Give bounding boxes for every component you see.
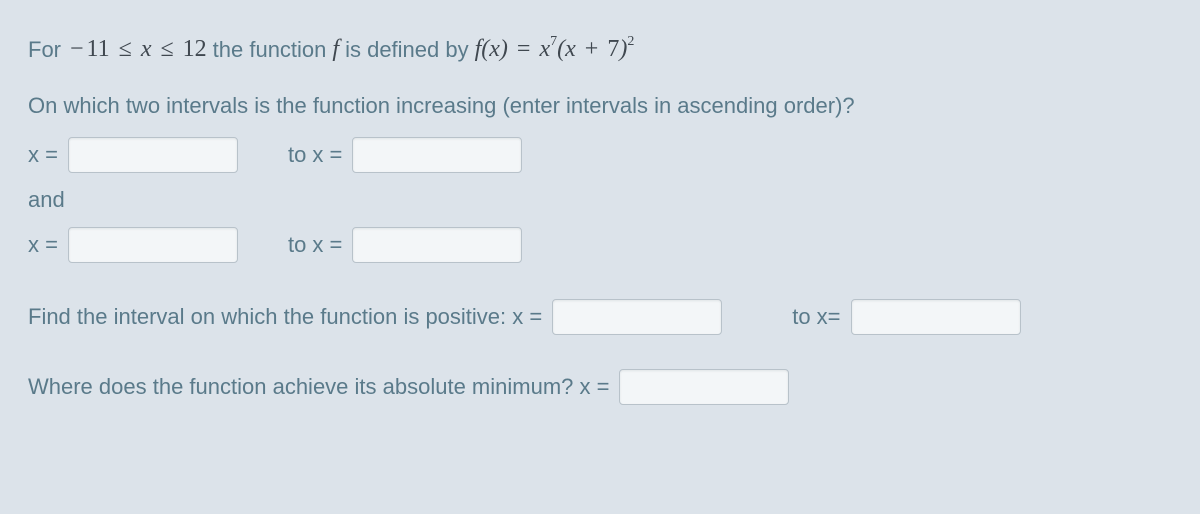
math-range: −11 ≤ x ≤ 12 bbox=[67, 36, 207, 63]
q3-text: Find the interval on which the function … bbox=[28, 304, 542, 330]
q2-text: On which two intervals is the function i… bbox=[28, 93, 855, 119]
definition-line: For −11 ≤ x ≤ 12 the function f is defin… bbox=[28, 36, 1172, 63]
label-to-x-eq-1: to x = bbox=[288, 142, 342, 168]
input-interval1-to[interactable] bbox=[352, 137, 522, 173]
math-f: f bbox=[332, 36, 339, 63]
q4-row: Where does the function achieve its abso… bbox=[28, 369, 1172, 405]
label-x-eq-2a: x = bbox=[28, 232, 58, 258]
exponent-7: 7 bbox=[550, 34, 557, 49]
input-interval1-from[interactable] bbox=[68, 137, 238, 173]
label-and: and bbox=[28, 187, 1172, 213]
interval-1-row: x = to x = bbox=[28, 137, 1172, 173]
label-x-eq-1a: x = bbox=[28, 142, 58, 168]
input-interval2-from[interactable] bbox=[68, 227, 238, 263]
text-mid: the function bbox=[213, 37, 327, 63]
label-to-x-eq-2: to x = bbox=[288, 232, 342, 258]
text-mid2: is defined by bbox=[345, 37, 469, 63]
input-absmin[interactable] bbox=[619, 369, 789, 405]
input-interval2-to[interactable] bbox=[352, 227, 522, 263]
input-positive-from[interactable] bbox=[552, 299, 722, 335]
q2-prompt: On which two intervals is the function i… bbox=[28, 93, 1172, 119]
question-container: For −11 ≤ x ≤ 12 the function f is defin… bbox=[0, 0, 1200, 425]
q3-row: Find the interval on which the function … bbox=[28, 299, 1172, 335]
exponent-2: 2 bbox=[627, 34, 634, 49]
q4-text: Where does the function achieve its abso… bbox=[28, 374, 609, 400]
interval-2-row: x = to x = bbox=[28, 227, 1172, 263]
input-positive-to[interactable] bbox=[851, 299, 1021, 335]
label-to-x-eq-3: to x= bbox=[792, 304, 840, 330]
text-for: For bbox=[28, 37, 61, 63]
math-fx: f(x) = x7(x + 7)2 bbox=[475, 36, 635, 63]
